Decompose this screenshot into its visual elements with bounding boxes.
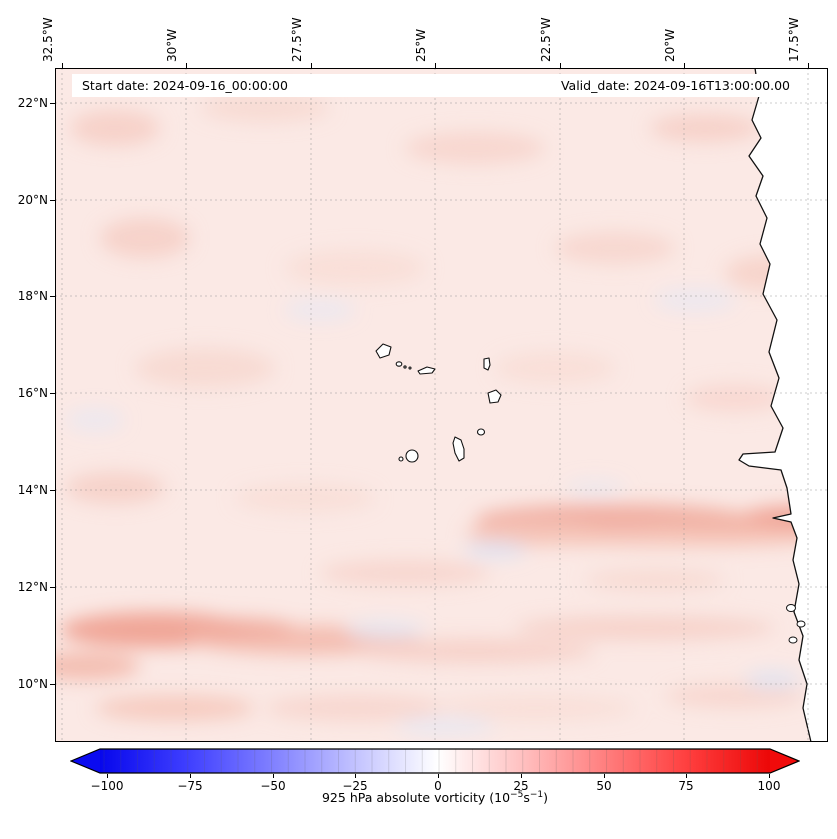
- lat-tick-label: 22°N: [17, 96, 48, 110]
- caption-exponent2: −1: [529, 790, 544, 800]
- lon-tick-label: 22.5°W: [539, 17, 553, 62]
- caption-prefix: 925 hPa absolute vorticity (10: [321, 790, 511, 806]
- lat-tick-mark: [50, 103, 55, 104]
- colorbar-tick-label: 100: [757, 779, 781, 793]
- colorbar: −100 −75 −50 −25 0 25 50 75 100: [69, 748, 801, 794]
- cape-verde-islands: [375, 343, 502, 463]
- colorbar-tick-mark: [190, 774, 191, 778]
- colorbar-tick-mark: [355, 774, 356, 778]
- valid-date-text: Valid_date: 2024-09-16T13:00:00.00: [560, 78, 790, 93]
- lon-tick-mark: [186, 63, 187, 68]
- africa-coastline: [738, 68, 828, 742]
- lat-tick-mark: [50, 200, 55, 201]
- lon-tick-label: 32.5°W: [41, 17, 55, 62]
- graticule: [55, 68, 828, 742]
- lon-tick-label: 25°W: [414, 28, 428, 62]
- colorbar-tick-mark: [686, 774, 687, 778]
- colorbar-tick-mark: [273, 774, 274, 778]
- lon-tick-label: 20°W: [663, 28, 677, 62]
- lon-tick-mark: [62, 63, 63, 68]
- lon-tick-mark: [435, 63, 436, 68]
- colorbar-tick-label: 0: [434, 779, 442, 793]
- lon-tick-mark: [560, 63, 561, 68]
- lon-tick-mark: [684, 63, 685, 68]
- lat-tick-label: 16°N: [17, 386, 48, 400]
- lat-tick-mark: [50, 490, 55, 491]
- vorticity-map: [55, 68, 828, 742]
- colorbar-gradient: [69, 748, 801, 774]
- start-date-text: Start date: 2024-09-16_00:00:00: [82, 78, 288, 93]
- caption-suffix: ): [543, 790, 548, 806]
- map-canvas: [55, 68, 828, 742]
- colorbar-tick-label: 75: [678, 779, 694, 793]
- colorbar-tick-mark: [604, 774, 605, 778]
- colorbar-tick-label: 25: [513, 779, 529, 793]
- colorbar-tick-label: −50: [260, 779, 286, 793]
- lat-tick-mark: [50, 296, 55, 297]
- colorbar-tick-mark: [769, 774, 770, 778]
- colorbar-caption: 925 hPa absolute vorticity (10−5s−1): [35, 790, 835, 805]
- lat-tick-label: 12°N: [17, 580, 48, 594]
- lat-tick-label: 20°N: [17, 193, 48, 207]
- colorbar-tick-mark: [521, 774, 522, 778]
- colorbar-tick-mark: [107, 774, 108, 778]
- lat-tick-label: 18°N: [17, 289, 48, 303]
- caption-unit: s: [523, 790, 530, 806]
- colorbar-tick-label: −75: [177, 779, 203, 793]
- lat-tick-label: 10°N: [17, 677, 48, 691]
- lon-tick-label: 30°W: [165, 28, 179, 62]
- lat-tick-mark: [50, 587, 55, 588]
- lon-tick-label: 17.5°W: [787, 17, 801, 62]
- lon-tick-mark: [808, 63, 809, 68]
- lat-tick-mark: [50, 684, 55, 685]
- lat-tick-mark: [50, 393, 55, 394]
- lon-tick-label: 27.5°W: [290, 17, 304, 62]
- caption-exponent: −5: [510, 790, 524, 800]
- date-band: Start date: 2024-09-16_00:00:00 Valid_da…: [72, 74, 800, 97]
- lon-tick-mark: [311, 63, 312, 68]
- colorbar-tick-mark: [438, 774, 439, 778]
- colorbar-tick-label: −25: [342, 779, 368, 793]
- colorbar-tick-label: 50: [596, 779, 612, 793]
- lat-tick-label: 14°N: [17, 483, 48, 497]
- colorbar-tick-label: −100: [90, 779, 124, 793]
